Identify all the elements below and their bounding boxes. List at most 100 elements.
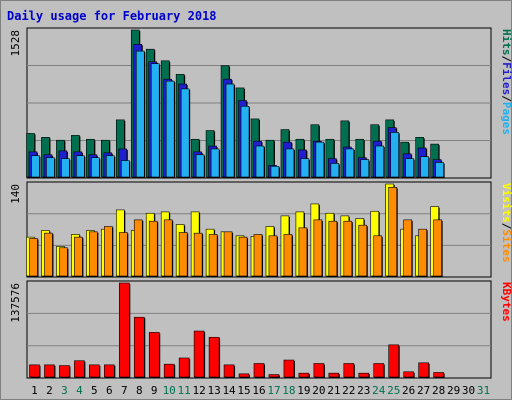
y-axis-max-label: 140 [9,184,22,204]
bar-kbytes-day-17 [268,374,280,378]
legend-files: Files [500,62,512,95]
bar-sites-day-20 [313,219,323,277]
bar-pages-day-11 [180,88,190,178]
bar-pages-day-26 [405,158,414,178]
x-tick-label-5: 5 [91,384,98,397]
bar-pages-day-14 [225,83,235,178]
bar-pages-day-21 [330,163,340,178]
x-tick-label-30: 30 [462,384,475,397]
bar-sites-day-26 [403,219,412,277]
panel-hits-files-pages: 1528 Hits/Files/Pages [9,27,512,179]
series-legend: Hits/Files/Pages [500,29,512,135]
x-axis: 1 2 3 4 5 6 7 8 9 10 11 12 13 14 15 16 17 18 19 20 21 22 23 24 2… [31,384,490,397]
x-tick-label-20: 20 [312,384,325,397]
legend-hits: Hits [500,29,512,56]
x-tick-label-1: 1 [31,384,38,397]
bar-pages-day-20 [315,141,325,178]
bar-pages-day-3 [61,158,70,178]
bar-sites-day-12 [193,232,203,277]
bar-pages-day-6 [106,155,115,178]
bar-pages-day-19 [300,158,310,178]
series-pages [31,50,445,178]
chart-title: Daily usage for February 2018 [7,9,217,23]
x-tick-label-13: 13 [207,384,220,397]
bar-sites-day-10 [163,219,173,277]
x-tick-label-22: 22 [342,384,355,397]
x-tick-label-4: 4 [76,384,83,397]
bar-pages-day-16 [255,145,265,178]
bar-kbytes-day-13 [208,336,220,378]
bar-pages-day-24 [375,145,385,178]
bar-kbytes-day-2 [44,364,55,378]
x-tick-label-31: 31 [477,384,490,397]
bar-sites-day-6 [104,226,113,277]
legend-sites: Sites [500,229,512,262]
bar-kbytes-day-16 [253,363,265,378]
bar-kbytes-day-21 [328,372,340,378]
bar-sites-day-3 [59,247,68,277]
legend-separator: / [500,56,512,63]
bar-kbytes-day-10 [163,363,175,378]
bar-sites-day-24 [373,235,383,277]
x-tick-label-27: 27 [417,384,430,397]
x-tick-label-3: 3 [61,384,68,397]
series-legend: Visits/Sites [500,183,512,263]
bar-kbytes-day-8 [133,316,145,378]
x-tick-label-28: 28 [432,384,445,397]
bar-sites-day-5 [89,231,98,277]
bar-pages-day-12 [195,154,205,178]
bar-kbytes-day-18 [283,359,295,378]
bar-sites-day-2 [44,232,53,277]
bar-kbytes-day-19 [298,372,310,378]
bar-sites-day-25 [388,187,398,277]
panel-visits-sites: 140 Visits/Sites [9,181,512,278]
bar-pages-day-4 [76,155,85,178]
bar-sites-day-15 [238,236,248,277]
bar-sites-day-22 [343,220,353,277]
bar-kbytes-day-4 [74,360,85,378]
panel-kbytes: 137576 KBytes [9,280,512,379]
y-axis-max-label: 137576 [9,283,22,323]
bar-kbytes-day-15 [238,373,250,378]
bar-pages-day-23 [360,159,370,178]
bar-kbytes-day-7 [118,282,130,378]
bar-kbytes-day-28 [433,372,444,378]
bar-kbytes-day-3 [59,365,70,378]
x-tick-label-10: 10 [163,384,176,397]
bar-kbytes-day-22 [343,363,355,378]
legend-visits: Visits [500,183,512,223]
bar-pages-day-17 [270,166,280,178]
bar-pages-day-8 [135,50,145,178]
x-tick-label-16: 16 [252,384,265,397]
x-tick-label-19: 19 [297,384,310,397]
bar-pages-day-27 [420,156,429,178]
bar-sites-day-9 [148,220,158,277]
bar-sites-day-1 [29,238,38,277]
legend-separator: / [500,223,512,230]
bar-sites-day-14 [223,231,233,277]
series-legend: KBytes [500,282,512,322]
bar-kbytes-day-23 [358,372,370,378]
legend-kbytes: KBytes [500,282,512,322]
series-sites [29,187,443,277]
bar-sites-day-21 [328,220,338,277]
panel-background [26,280,492,379]
bar-pages-day-10 [165,80,175,178]
bar-sites-day-18 [283,234,293,277]
bar-kbytes-day-9 [148,332,160,378]
bar-kbytes-day-27 [418,362,429,378]
bar-pages-day-9 [150,63,160,178]
x-tick-label-9: 9 [151,384,158,397]
x-tick-label-29: 29 [447,384,460,397]
bar-kbytes-day-20 [313,363,325,378]
legend-separator: / [500,95,512,102]
bar-sites-day-17 [268,235,278,277]
bar-pages-day-1 [31,155,40,178]
bar-kbytes-day-5 [89,364,100,378]
bar-kbytes-day-6 [104,364,115,378]
x-tick-label-2: 2 [46,384,53,397]
x-tick-label-18: 18 [282,384,295,397]
bar-kbytes-day-1 [29,364,40,378]
